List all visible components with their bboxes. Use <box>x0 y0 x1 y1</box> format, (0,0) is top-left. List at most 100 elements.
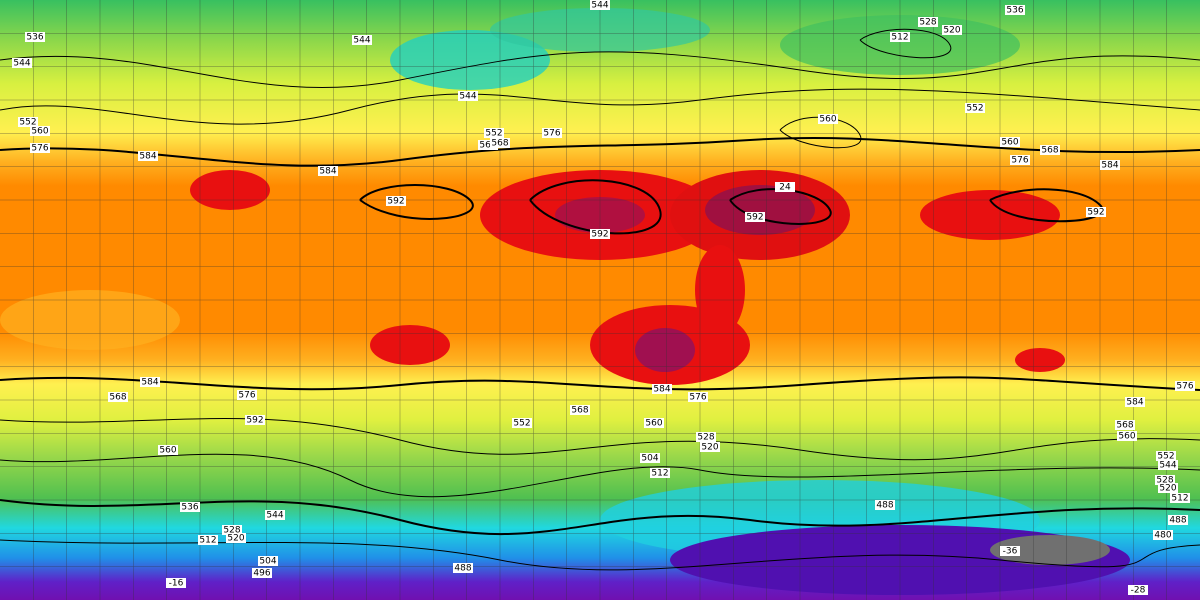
label-box <box>226 533 246 543</box>
contour-labels: 5445365445365285205125445445525605685765… <box>12 0 1195 596</box>
contour-label: 592 <box>746 213 763 223</box>
label-box <box>965 103 985 113</box>
label-box <box>1000 546 1020 556</box>
label-box <box>652 384 672 394</box>
label-box <box>1125 397 1145 407</box>
contour-label: 552 <box>19 118 36 128</box>
contour-label: 584 <box>139 152 156 162</box>
label-box <box>542 128 562 138</box>
label-box <box>108 392 128 402</box>
contour-label: 568 <box>1116 421 1133 431</box>
label-box <box>252 568 272 578</box>
contour-label: 568 <box>571 406 588 416</box>
label-box <box>166 578 186 588</box>
contour-label: 576 <box>543 129 560 139</box>
contour-label: 528 <box>223 526 240 536</box>
label-box <box>1115 420 1135 430</box>
contour-label: 552 <box>966 104 983 114</box>
label-box <box>478 140 498 150</box>
contour-label: 576 <box>31 144 48 154</box>
contour-label: 560 <box>645 419 662 429</box>
label-box <box>245 415 265 425</box>
label-box <box>1117 431 1137 441</box>
label-box <box>688 392 708 402</box>
label-box <box>1153 530 1173 540</box>
label-box <box>590 229 610 239</box>
label-box <box>158 445 178 455</box>
label-box <box>237 390 257 400</box>
contour-label: 552 <box>485 129 502 139</box>
label-box <box>650 468 670 478</box>
contour-label: 520 <box>1159 484 1176 494</box>
label-box <box>570 405 590 415</box>
contour-label: 544 <box>591 1 608 11</box>
contour-label: 544 <box>266 511 283 521</box>
contour-label: 496 <box>253 569 270 579</box>
label-box <box>1158 483 1178 493</box>
label-box <box>1010 155 1030 165</box>
label-box <box>512 418 532 428</box>
label-box <box>818 114 838 124</box>
contour-label: 576 <box>689 393 706 403</box>
contour-label: 536 <box>1006 6 1023 16</box>
contour-label: 552 <box>1157 452 1174 462</box>
contour-label: 568 <box>1041 146 1058 156</box>
label-box <box>458 91 478 101</box>
label-box <box>386 196 406 206</box>
label-box <box>644 418 664 428</box>
label-box <box>318 166 338 176</box>
contour-label: 584 <box>653 385 670 395</box>
contour-label: 528 <box>697 433 714 443</box>
contour-label: 544 <box>459 92 476 102</box>
label-box <box>700 442 720 452</box>
contour-label: 584 <box>1126 398 1143 408</box>
contour-label: 576 <box>1176 382 1193 392</box>
contour-label: -16 <box>169 579 184 589</box>
contour-label: 592 <box>246 416 263 426</box>
contour-label: 584 <box>319 167 336 177</box>
contour-label: 488 <box>1169 516 1186 526</box>
contour-label: 24 <box>779 183 791 193</box>
contour-label: 584 <box>141 378 158 388</box>
contour-label: 512 <box>891 33 908 43</box>
label-box <box>30 143 50 153</box>
label-box <box>138 151 158 161</box>
contour-label: 544 <box>13 59 30 69</box>
contour-label: 592 <box>1087 208 1104 218</box>
contour-label: 584 <box>1101 161 1118 171</box>
label-box <box>25 32 45 42</box>
label-box <box>258 556 278 566</box>
contour-label: 488 <box>454 564 471 574</box>
label-box <box>18 117 38 127</box>
label-box <box>1156 451 1176 461</box>
contour-label: -28 <box>1131 586 1146 596</box>
label-box <box>775 182 795 192</box>
contour-label: 528 <box>1156 476 1173 486</box>
label-box <box>352 35 372 45</box>
label-box <box>745 212 765 222</box>
label-box <box>1170 493 1190 503</box>
label-box <box>484 128 504 138</box>
contour-label: -36 <box>1003 547 1018 557</box>
contour-label: 560 <box>31 127 48 137</box>
contour-label: 592 <box>387 197 404 207</box>
label-box <box>875 500 895 510</box>
label-box <box>1100 160 1120 170</box>
contour-label: 544 <box>1159 461 1176 471</box>
label-box <box>198 535 218 545</box>
contour-label: 480 <box>1154 531 1171 541</box>
label-box <box>1040 145 1060 155</box>
contour-label: 560 <box>479 141 496 151</box>
contour-label: 560 <box>819 115 836 125</box>
label-box <box>12 58 32 68</box>
contour-label: 528 <box>919 18 936 28</box>
contour-label: 520 <box>943 26 960 36</box>
contour-label: 560 <box>1118 432 1135 442</box>
contour-label: 536 <box>26 33 43 43</box>
label-box <box>1175 381 1195 391</box>
contour-label: 512 <box>199 536 216 546</box>
contour-label: 544 <box>353 36 370 46</box>
contour-label: 504 <box>641 454 658 464</box>
label-box <box>1155 475 1175 485</box>
label-box <box>590 0 610 10</box>
